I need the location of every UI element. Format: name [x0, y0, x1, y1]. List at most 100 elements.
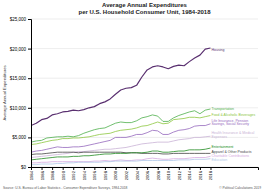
- title: Average Annual Expendituresper U.S. Hous…: [78, 2, 211, 15]
- x-tick-mark: [42, 167, 43, 170]
- source: Source: U.S. Bureau of Labor Statistics …: [3, 186, 128, 190]
- y-tick: $10,000: [10, 106, 31, 111]
- y-axis-title: Average Annual Expenditures: [2, 65, 7, 120]
- x-tick: 2016: [198, 167, 203, 180]
- series-label: Entertainment: [212, 145, 234, 149]
- x-tick: 2000: [113, 167, 118, 180]
- x-tick: 1984: [29, 167, 34, 180]
- x-tick: 1992: [71, 167, 76, 180]
- x-tick: 1990: [61, 167, 66, 180]
- x-tick-label: 1994: [82, 170, 87, 180]
- y-tick-mark: [28, 49, 31, 50]
- x-tick: 2014: [187, 167, 192, 180]
- x-tick-mark: [137, 167, 138, 170]
- y-tick-label: $25,000: [10, 17, 27, 22]
- y-tick-mark: [28, 137, 31, 138]
- grid-line: [31, 19, 258, 20]
- x-tick-label: 2008: [156, 170, 161, 180]
- lines: [31, 48, 210, 165]
- x-tick: 2010: [166, 167, 171, 180]
- x-axis-line: [32, 168, 259, 171]
- x-tick-label: 2014: [187, 170, 192, 180]
- y-tick: $15,000: [10, 76, 31, 81]
- x-tick-label: 1992: [71, 170, 76, 180]
- x-tick-label: 1998: [103, 170, 108, 180]
- y-tick-mark: [28, 108, 31, 109]
- x-tick-label: 1986: [40, 170, 45, 180]
- x-tick: 2008: [156, 167, 161, 180]
- x-axis: 1984 1986 1988 1990 1992 1994 1996 1998 2000 2002…: [29, 167, 259, 180]
- x-tick-label: 1984: [29, 170, 34, 180]
- y-tick-mark: [28, 167, 31, 168]
- y-tick-label: $15,000: [10, 76, 27, 81]
- annotations: Housing Transportation Food & Alcoholic Be…: [212, 48, 256, 162]
- series-label-line: Expenses: [212, 135, 228, 139]
- x-tick-label: 2016: [198, 170, 203, 180]
- x-tick-label: 2018: [208, 170, 213, 180]
- title-line: per U.S. Household Consumer Unit, 1984-2…: [78, 9, 211, 15]
- x-tick: 1996: [92, 167, 97, 180]
- x-tick-label: 1990: [61, 170, 66, 180]
- x-tick-mark: [147, 167, 148, 170]
- x-tick-mark: [168, 167, 169, 170]
- x-tick: 2004: [135, 167, 140, 180]
- x-tick-mark: [115, 167, 116, 170]
- y-axis-line: [28, 20, 32, 168]
- x-tick: 1986: [40, 167, 45, 180]
- series-label: Transportation: [212, 107, 234, 111]
- x-tick: 1998: [103, 167, 108, 180]
- series-line: [31, 136, 210, 157]
- x-tick-mark: [158, 167, 159, 170]
- series-label-line: Entertainment: [212, 145, 234, 149]
- y-tick-mark: [28, 19, 31, 20]
- series-label: Food & Alcoholic Beverages: [212, 113, 256, 117]
- x-tick-mark: [210, 167, 211, 170]
- x-tick-label: 2006: [145, 170, 150, 180]
- x-tick-mark: [94, 167, 95, 170]
- x-tick-label: 2004: [135, 170, 140, 180]
- x-tick-label: 2000: [113, 170, 118, 180]
- x-tick-label: 2002: [124, 170, 129, 180]
- series-line: [31, 148, 210, 160]
- x-tick-label: 1996: [92, 170, 97, 180]
- series-label: Health Insurance & MedicalExpenses: [212, 131, 255, 139]
- series-label-line: Food & Alcoholic Beverages: [212, 113, 256, 117]
- series-label-line: Transportation: [212, 107, 234, 111]
- series-line: [31, 159, 210, 165]
- x-tick-mark: [179, 167, 180, 170]
- chart: 1984 1986 1988 1990 1992 1994 1996 1998 2000 2002…: [0, 0, 264, 191]
- series-label: Education: [212, 158, 228, 162]
- x-tick-mark: [126, 167, 127, 170]
- series-label-line: Education: [212, 158, 228, 162]
- title-line: Average Annual Expenditures: [102, 2, 188, 8]
- x-tick-mark: [84, 167, 85, 170]
- series-label-line: Savings, Social Security: [212, 122, 250, 126]
- grid-line: [31, 78, 258, 79]
- x-tick: 2002: [124, 167, 129, 180]
- x-tick: 2018: [208, 167, 213, 180]
- x-tick-mark: [200, 167, 201, 170]
- x-tick-mark: [63, 167, 64, 170]
- x-tick-label: 2010: [166, 170, 171, 180]
- credit: © Political Calculations 2019: [219, 186, 261, 190]
- y-axis: $0 $5,000 $10,000 $15,000 $20,000 $25,000: [10, 17, 32, 170]
- y-tick: $25,000: [10, 17, 31, 22]
- y-tick-label: $5,000: [12, 135, 26, 140]
- x-tick-mark: [189, 167, 190, 170]
- y-tick: $20,000: [10, 47, 31, 52]
- y-tick: $0: [21, 165, 31, 170]
- series-label: Housing: [212, 48, 225, 52]
- y-tick-label: $20,000: [10, 47, 27, 52]
- x-tick: 1988: [50, 167, 55, 180]
- y-tick: $5,000: [12, 135, 31, 140]
- x-tick-mark: [52, 167, 53, 170]
- x-tick: 2012: [177, 167, 182, 180]
- x-tick-label: 2012: [177, 170, 182, 180]
- series-label: Life Insurance, PensionSavings, Social S…: [212, 119, 250, 127]
- x-tick-mark: [105, 167, 106, 170]
- y-tick-mark: [28, 78, 31, 79]
- y-tick-label: $10,000: [10, 106, 27, 111]
- series-label-line: Housing: [212, 48, 225, 52]
- x-tick: 1994: [82, 167, 87, 180]
- x-tick: 2006: [145, 167, 150, 180]
